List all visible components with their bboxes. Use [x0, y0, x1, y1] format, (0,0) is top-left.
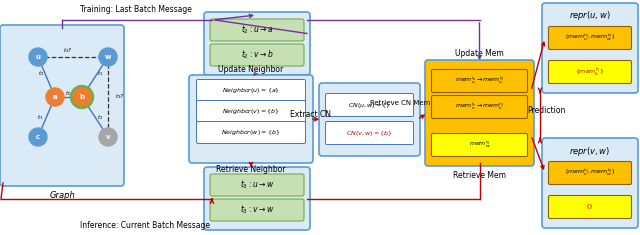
FancyBboxPatch shape [204, 167, 310, 230]
FancyBboxPatch shape [542, 3, 638, 93]
Text: c: c [36, 134, 40, 140]
FancyBboxPatch shape [548, 60, 632, 83]
Circle shape [29, 128, 47, 146]
Text: $t_2$: $t_2$ [97, 114, 103, 122]
Text: $t_0$: $t_0$ [65, 90, 71, 98]
FancyBboxPatch shape [210, 44, 304, 66]
Text: $t_2: u \rightarrow a$: $t_2: u \rightarrow a$ [241, 24, 273, 36]
Text: Inference: Current Batch Message: Inference: Current Batch Message [80, 220, 210, 230]
FancyBboxPatch shape [210, 174, 304, 196]
Text: Retrieve Neighbor: Retrieve Neighbor [216, 165, 285, 175]
FancyBboxPatch shape [548, 196, 632, 219]
FancyBboxPatch shape [210, 19, 304, 41]
Circle shape [29, 48, 47, 66]
Text: $mem_u^{t_u} \rightarrow mem_u^{t_3}$: $mem_u^{t_u} \rightarrow mem_u^{t_3}$ [455, 76, 504, 86]
FancyBboxPatch shape [431, 70, 527, 93]
FancyBboxPatch shape [319, 83, 420, 156]
Text: $t_2$: $t_2$ [38, 70, 44, 78]
Text: $Neighbor(u) = \{a\}$: $Neighbor(u) = \{a\}$ [222, 86, 280, 95]
FancyBboxPatch shape [0, 25, 124, 186]
Text: $t_2: v \rightarrow b$: $t_2: v \rightarrow b$ [241, 49, 273, 61]
Text: $\{\}$: $\{\}$ [586, 203, 595, 211]
FancyBboxPatch shape [326, 94, 413, 117]
Text: $CN(u,w) = \{\}$: $CN(u,w) = \{\}$ [348, 101, 391, 110]
FancyBboxPatch shape [431, 95, 527, 118]
FancyBboxPatch shape [196, 79, 305, 102]
FancyBboxPatch shape [542, 138, 638, 228]
Text: Training: Last Batch Message: Training: Last Batch Message [80, 4, 192, 13]
FancyBboxPatch shape [189, 75, 313, 163]
FancyBboxPatch shape [196, 101, 305, 122]
FancyBboxPatch shape [196, 121, 305, 144]
Text: $CN(v,w) = \{b\}$: $CN(v,w) = \{b\}$ [346, 129, 393, 137]
Text: Update Mem: Update Mem [455, 48, 504, 58]
Text: $(mem_v^{t_3}, mem_w^{t_3})$: $(mem_v^{t_3}, mem_w^{t_3})$ [565, 168, 615, 178]
FancyBboxPatch shape [326, 121, 413, 145]
Text: $t_3$?: $t_3$? [63, 47, 73, 55]
FancyBboxPatch shape [425, 60, 534, 166]
Text: $repr(v,w)$: $repr(v,w)$ [570, 145, 611, 157]
Text: $t_1$: $t_1$ [97, 70, 103, 78]
Text: a: a [52, 94, 58, 100]
FancyBboxPatch shape [548, 161, 632, 184]
Text: w: w [105, 54, 111, 60]
Text: Graph: Graph [49, 191, 75, 200]
Text: $mem_v^{t_v} \rightarrow mem_v^{t_3}$: $mem_v^{t_v} \rightarrow mem_v^{t_3}$ [455, 102, 504, 112]
Circle shape [99, 128, 117, 146]
Text: Retrieve CN Mem: Retrieve CN Mem [370, 100, 430, 106]
Text: $repr(u,w)$: $repr(u,w)$ [569, 9, 611, 23]
Text: Extract CN: Extract CN [289, 110, 330, 119]
Circle shape [46, 88, 64, 106]
Circle shape [73, 88, 91, 106]
Text: $t_3: u \rightarrow w$: $t_3: u \rightarrow w$ [240, 179, 275, 191]
Circle shape [70, 86, 93, 109]
FancyBboxPatch shape [431, 133, 527, 157]
Text: Update Neighbor: Update Neighbor [218, 66, 284, 74]
Text: Retrieve Mem: Retrieve Mem [453, 171, 506, 180]
Text: $t_3: v \rightarrow w$: $t_3: v \rightarrow w$ [240, 204, 274, 216]
FancyBboxPatch shape [548, 27, 632, 50]
Text: Prediction: Prediction [527, 106, 565, 115]
Text: u: u [35, 54, 40, 60]
Text: $mem_w^{t_3}$: $mem_w^{t_3}$ [468, 140, 490, 150]
Text: b: b [79, 94, 84, 100]
Text: $t_1$: $t_1$ [37, 114, 43, 122]
Text: v: v [106, 134, 110, 140]
Text: $t_3$?: $t_3$? [115, 93, 125, 102]
Text: $Neighbor(w) = \{b\}$: $Neighbor(w) = \{b\}$ [221, 128, 281, 137]
Text: $Neighbor(v) = \{b\}$: $Neighbor(v) = \{b\}$ [222, 107, 280, 116]
Circle shape [99, 48, 117, 66]
FancyBboxPatch shape [204, 12, 310, 75]
Text: $(mem_u^{t_3}, mem_w^{t_3})$: $(mem_u^{t_3}, mem_w^{t_3})$ [565, 33, 615, 43]
FancyBboxPatch shape [210, 199, 304, 221]
Text: $\{mem_b^{t_1}\}$: $\{mem_b^{t_1}\}$ [575, 67, 605, 78]
